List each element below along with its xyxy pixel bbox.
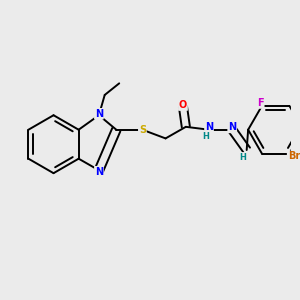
Text: N: N: [95, 109, 103, 119]
Text: N: N: [228, 122, 236, 132]
Text: N: N: [95, 167, 103, 177]
Text: S: S: [139, 125, 146, 135]
Text: H: H: [239, 153, 246, 162]
Text: H: H: [203, 133, 210, 142]
Text: F: F: [257, 98, 264, 108]
Text: Br: Br: [288, 152, 300, 161]
Text: O: O: [179, 100, 187, 110]
Text: N: N: [205, 122, 213, 132]
